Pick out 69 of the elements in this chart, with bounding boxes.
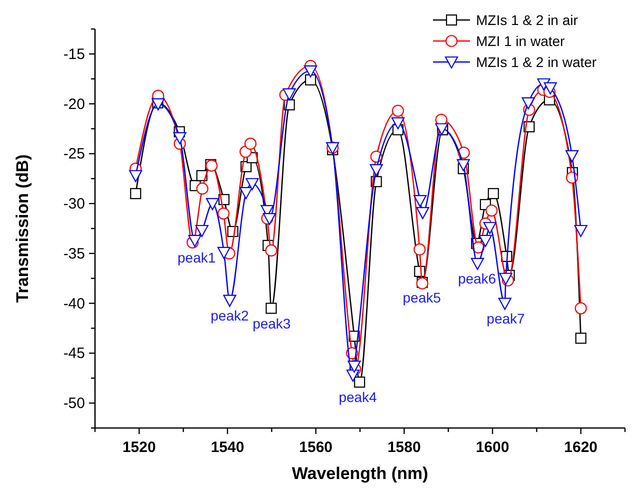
point — [522, 97, 535, 110]
point — [488, 188, 499, 200]
point — [304, 65, 318, 78]
y-tick-label: -35 — [63, 245, 85, 262]
point — [486, 204, 498, 217]
point — [262, 212, 276, 226]
point — [498, 298, 512, 310]
annotation: peak6 — [458, 270, 496, 286]
x-tick-label: 1600 — [476, 439, 510, 456]
legend-label: MZI 1 in water — [476, 33, 566, 49]
legend-label: MZIs 1 & 2 in air — [476, 12, 578, 28]
y-tick-label: -50 — [63, 395, 85, 412]
y-tick-label: -45 — [63, 345, 85, 362]
point — [544, 82, 557, 94]
x-tick-label: 1560 — [299, 439, 333, 456]
point — [499, 272, 512, 285]
y-tick-label: -20 — [63, 96, 85, 113]
point — [416, 206, 430, 220]
y-tick-label: -30 — [63, 196, 85, 213]
point — [414, 243, 426, 256]
point — [282, 88, 296, 100]
y-tick-label: -15 — [63, 46, 85, 63]
y-axis-title: Transmission (dB) — [13, 154, 32, 303]
point — [565, 150, 579, 162]
x-tick-label: 1520 — [122, 439, 156, 456]
y-tick-label: -40 — [63, 295, 85, 312]
point — [354, 376, 366, 388]
legend-label: MZIs 1 & 2 in water — [476, 54, 597, 70]
point — [244, 138, 257, 150]
point — [266, 302, 277, 314]
point — [574, 224, 588, 238]
annotation: peak1 — [178, 249, 216, 266]
point — [574, 302, 587, 314]
point — [240, 187, 253, 200]
point — [458, 146, 470, 159]
point — [130, 188, 142, 200]
point — [370, 164, 383, 176]
point — [391, 117, 405, 130]
point — [206, 198, 220, 210]
point — [470, 258, 484, 270]
point — [246, 178, 259, 190]
point — [346, 370, 360, 382]
point — [392, 104, 404, 117]
x-tick-label: 1580 — [387, 439, 421, 456]
point — [173, 132, 186, 144]
point — [304, 74, 316, 86]
x-axis-title: Wavelength (nm) — [292, 464, 428, 483]
point — [265, 244, 278, 256]
point — [414, 195, 427, 208]
point — [483, 222, 496, 234]
point — [195, 224, 208, 238]
annotation: peak7 — [486, 310, 526, 326]
point — [348, 360, 361, 373]
point — [217, 207, 230, 220]
point — [223, 294, 236, 307]
point — [196, 182, 208, 195]
point — [456, 159, 470, 172]
annotation: peak5 — [402, 289, 442, 306]
annotation: peak4 — [338, 389, 378, 406]
annotation: peak2 — [210, 307, 249, 324]
annotation: peak3 — [252, 315, 291, 332]
point — [575, 332, 586, 344]
x-tick-label: 1620 — [564, 439, 598, 456]
point — [217, 246, 231, 259]
y-tick-label: -25 — [63, 146, 85, 163]
x-tick-label: 1540 — [210, 439, 244, 456]
point — [129, 170, 142, 182]
point — [478, 234, 492, 248]
point — [188, 234, 202, 248]
